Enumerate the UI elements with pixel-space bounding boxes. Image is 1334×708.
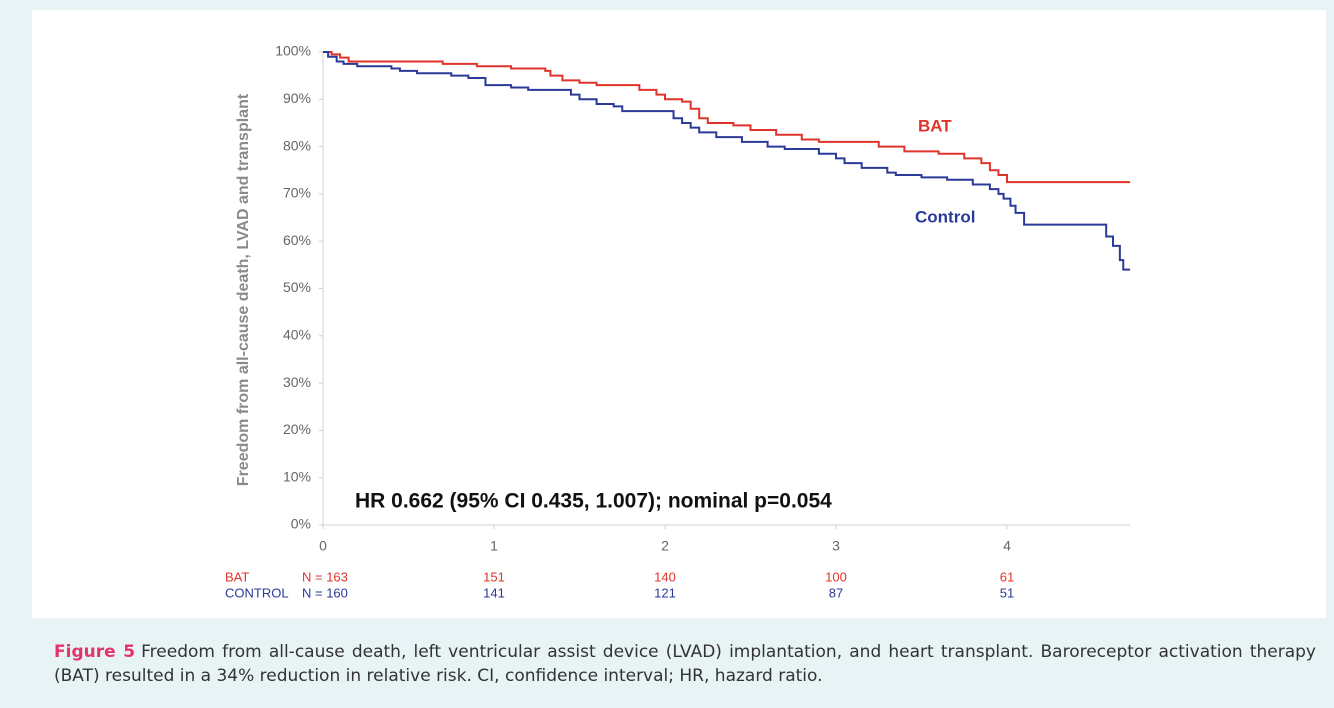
- y-tick-label: 10%: [283, 468, 311, 484]
- risk-cell: 87: [829, 585, 843, 600]
- caption-text: Freedom from all-cause death, left ventr…: [54, 642, 1316, 686]
- risk-cell: 121: [654, 585, 676, 600]
- x-tick-label: 4: [1003, 538, 1011, 554]
- x-tick-label: 0: [319, 538, 327, 554]
- risk-cell: N = 160: [302, 585, 348, 600]
- series-label: Control: [915, 207, 975, 226]
- risk-cell: 151: [483, 569, 505, 584]
- y-tick-label: 80%: [283, 137, 311, 153]
- risk-cell: 141: [483, 585, 505, 600]
- y-tick-label: 70%: [283, 185, 311, 201]
- y-tick-label: 30%: [283, 374, 311, 390]
- y-tick-label: 50%: [283, 279, 311, 295]
- risk-cell: 51: [1000, 585, 1014, 600]
- x-tick-label: 3: [832, 538, 840, 554]
- y-tick-label: 90%: [283, 90, 311, 106]
- caption-label: Figure 5: [54, 642, 136, 662]
- y-tick-label: 20%: [283, 421, 311, 437]
- survival-curve: [323, 51, 1131, 184]
- risk-row-label: BAT: [225, 569, 249, 584]
- chart: Freedom from all-cause death, LVAD and t…: [225, 43, 1131, 600]
- y-axis-label: Freedom from all-cause death, LVAD and t…: [235, 93, 252, 486]
- risk-cell: 140: [654, 569, 676, 584]
- series-label: BAT: [918, 116, 952, 135]
- risk-cell: N = 163: [302, 569, 348, 584]
- risk-cell: 61: [1000, 569, 1014, 584]
- risk-row-label: CONTROL: [225, 585, 289, 600]
- risk-cell: 100: [825, 569, 847, 584]
- y-tick-label: 60%: [283, 232, 311, 248]
- y-tick-label: 100%: [275, 43, 311, 59]
- y-tick-label: 40%: [283, 327, 311, 343]
- y-tick-label: 0%: [291, 516, 311, 532]
- x-tick-label: 1: [490, 538, 498, 554]
- caption: Figure 5 Freedom from all-cause death, le…: [54, 640, 1316, 688]
- figure-panel: [32, 10, 1326, 618]
- survival-curve: [323, 51, 1131, 271]
- x-tick-label: 2: [661, 538, 669, 554]
- annotation: HR 0.662 (95% CI 0.435, 1.007); nominal …: [355, 490, 832, 513]
